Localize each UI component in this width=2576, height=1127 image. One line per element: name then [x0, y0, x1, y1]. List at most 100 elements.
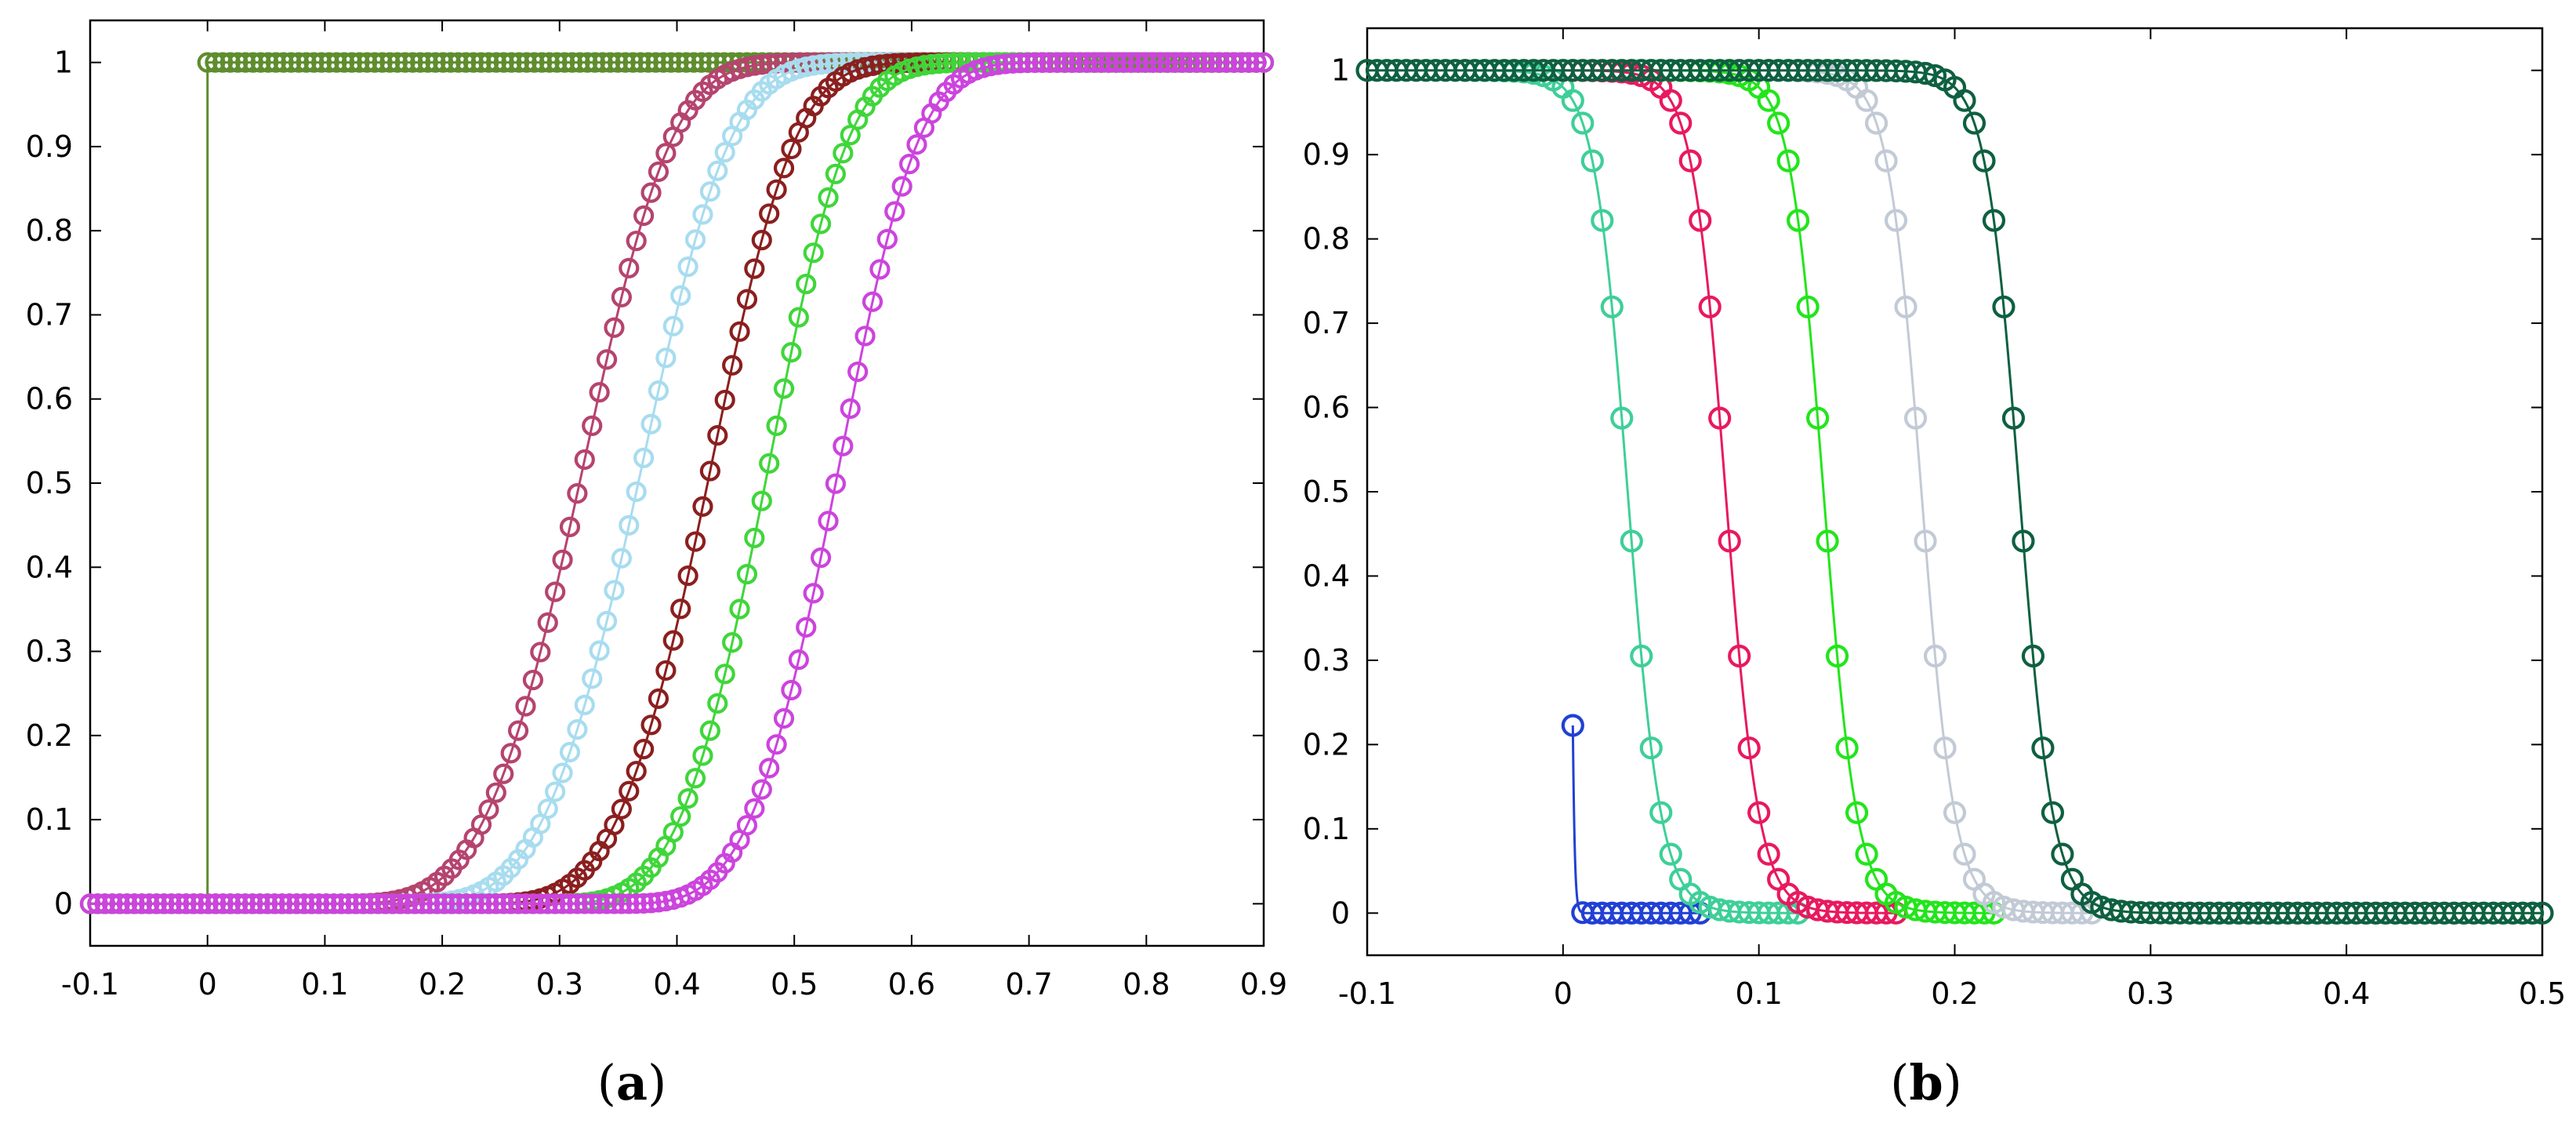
data-point [1017, 52, 1038, 74]
data-point [736, 563, 758, 585]
data-point [766, 734, 787, 755]
data-point [1933, 736, 1957, 760]
series-curve-4 [79, 52, 1275, 914]
data-point [691, 52, 712, 73]
y-tick-label: 0.9 [26, 129, 73, 164]
data-point [537, 798, 558, 820]
data-point [1061, 52, 1083, 73]
data-point [264, 893, 285, 914]
data-point [1689, 209, 1712, 232]
data-point [736, 289, 758, 310]
data-point [862, 291, 883, 312]
y-tick-label: 0.4 [26, 550, 73, 584]
data-point [559, 516, 581, 537]
x-tick-label: 0.1 [301, 967, 348, 1002]
data-point [582, 415, 603, 437]
data-point [781, 679, 802, 701]
data-point [692, 204, 713, 225]
data-point [648, 380, 669, 402]
data-point [515, 696, 536, 717]
data-point [1845, 801, 1869, 824]
data-point [485, 782, 506, 803]
series-line [1367, 69, 2542, 914]
data-point [456, 893, 477, 914]
data-point [936, 53, 957, 74]
series-curve-1 [1561, 714, 1712, 925]
y-tick-label: 0.1 [1303, 812, 1350, 846]
data-point [692, 745, 713, 766]
data-point [662, 630, 684, 651]
x-tick-label: 0 [198, 967, 217, 1002]
data-point [116, 893, 138, 914]
data-point [1090, 52, 1112, 73]
data-point [796, 56, 817, 78]
data-point [409, 52, 431, 73]
data-point [417, 52, 438, 73]
data-point [296, 52, 317, 73]
data-point [250, 52, 271, 73]
series-line [1571, 725, 1700, 914]
data-point [1253, 52, 1275, 73]
data-point [626, 231, 647, 252]
data-point [470, 893, 492, 914]
data-point [271, 893, 292, 914]
data-point [662, 315, 684, 336]
data-point [227, 893, 249, 914]
data-point [1164, 52, 1186, 73]
data-point [183, 893, 204, 914]
y-tick-label: 0.5 [1303, 474, 1350, 509]
data-point [655, 347, 677, 369]
data-point [1678, 149, 1702, 173]
data-point [1639, 736, 1663, 760]
data-point [1113, 52, 1134, 73]
data-point [405, 893, 426, 914]
data-point [522, 669, 544, 691]
data-point [854, 325, 876, 347]
data-point [493, 893, 514, 914]
data-point [796, 616, 817, 638]
data-point [803, 242, 824, 264]
series-line [1660, 69, 1994, 914]
data-point [604, 814, 625, 835]
data-point [840, 398, 861, 420]
data-point [567, 719, 588, 740]
data-point [364, 52, 386, 73]
data-point [906, 134, 927, 155]
data-point [714, 663, 735, 685]
series-line [90, 61, 1264, 905]
data-point [630, 52, 651, 73]
data-point [470, 52, 492, 73]
y-tick-label: 0.9 [1303, 137, 1350, 172]
data-point [478, 52, 499, 73]
data-point [394, 52, 415, 73]
series-curve-6 [1355, 59, 2554, 925]
data-point [921, 53, 942, 75]
data-point [448, 52, 469, 73]
data-point [648, 161, 669, 183]
data-point [582, 893, 603, 914]
data-point [1135, 52, 1156, 73]
data-point [1083, 52, 1105, 73]
data-point [1894, 295, 1917, 318]
data-point [1580, 149, 1604, 173]
data-point [1610, 406, 1634, 430]
data-point [619, 514, 640, 536]
data-point [190, 893, 212, 914]
data-point [698, 52, 720, 73]
data-point [619, 257, 640, 278]
data-point [847, 361, 869, 383]
data-point [604, 317, 625, 338]
data-point [1757, 89, 1780, 112]
data-point [139, 893, 160, 914]
data-point [234, 893, 256, 914]
data-point [197, 52, 218, 73]
data-point [515, 893, 536, 914]
series-line [90, 61, 1264, 905]
data-point [736, 56, 758, 78]
data-point [227, 52, 249, 73]
data-point [1047, 52, 1068, 73]
data-point [425, 52, 446, 73]
data-point [308, 893, 329, 914]
data-point [323, 893, 344, 914]
data-point [124, 893, 145, 914]
